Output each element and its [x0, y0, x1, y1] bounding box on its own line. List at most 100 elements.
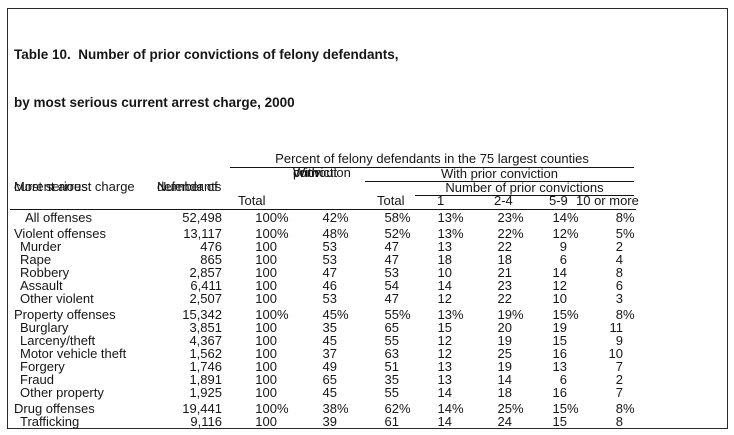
- table-title-line2: by most serious current arrest charge, 2…: [14, 95, 295, 110]
- table-frame: Table 10. Number of prior convictions of…: [7, 8, 728, 429]
- header-total-2: Total: [377, 193, 405, 208]
- cell: 55%: [384, 307, 411, 322]
- cell: 14: [497, 372, 512, 387]
- cell: 53: [322, 291, 337, 306]
- cell: 8: [575, 428, 636, 429]
- cell: 476: [200, 239, 222, 254]
- cell: 42%: [322, 210, 349, 225]
- cell: 19: [497, 359, 512, 374]
- row-label: Larceny/theft: [20, 333, 96, 348]
- cell: 39: [322, 414, 337, 429]
- table-row: Fraud 1,891 100 65 35 13 14 6 2: [10, 373, 636, 386]
- cell: 100: [255, 239, 277, 254]
- cell: 62%: [384, 401, 411, 416]
- table-row: Other drug10,32510036641327158: [10, 428, 636, 429]
- cell: 100: [255, 346, 277, 361]
- cell: 6: [559, 372, 567, 387]
- cell: 13: [407, 428, 460, 429]
- cell: 65: [384, 320, 399, 335]
- cell: 9: [559, 239, 567, 254]
- cell: 1,562: [189, 346, 222, 361]
- cell: 19,441: [182, 401, 222, 416]
- table-title-line1: Table 10. Number of prior convictions of…: [14, 47, 399, 62]
- row-label: Drug offenses: [14, 401, 95, 416]
- row-label: Other drug: [10, 428, 160, 429]
- cell: 16: [552, 385, 567, 400]
- table-row: Property offenses 15,342 100% 45% 55% 13% 19% 1…: [10, 308, 636, 321]
- table-row: Drug offenses 19,441 100% 38% 62% 14% 25% 15% 8%: [10, 402, 636, 415]
- statistics-table: Percent of felony defendants in the 75 l…: [10, 151, 639, 429]
- cell: 5%: [615, 226, 635, 241]
- header-defendants-line2: defendants: [157, 179, 222, 194]
- row-label: Assault: [20, 278, 63, 293]
- cell: 51: [384, 359, 399, 374]
- table-row: Violent offenses 13,117 100% 48% 52% 13% 22% 12…: [10, 227, 636, 240]
- table-body: All offenses 52,498 100% 42% 58% 13% 23% 14% 8% V…: [10, 210, 636, 429]
- cell: 35: [322, 320, 337, 335]
- cell: 25: [497, 346, 512, 361]
- table-row: All offenses 52,498 100% 42% 58% 13% 23% 14% 8%: [10, 211, 636, 224]
- table-row: Larceny/theft 4,367 100 45 55 12 19 15 9: [10, 334, 636, 347]
- cell: 55: [384, 385, 399, 400]
- header-two-four: 2-4: [494, 193, 513, 208]
- row-label: Other violent: [20, 291, 94, 306]
- cell: 13%: [437, 307, 464, 322]
- row-label: Violent offenses: [14, 226, 107, 241]
- cell: 58%: [384, 210, 411, 225]
- cell: 6: [615, 278, 623, 293]
- cell: 47: [322, 265, 337, 280]
- cell: 13%: [437, 226, 464, 241]
- cell: 3,851: [189, 320, 222, 335]
- cell: 13%: [437, 210, 464, 225]
- row-label: Property offenses: [14, 307, 116, 322]
- cell: 19: [497, 333, 512, 348]
- cell: 14: [552, 265, 567, 280]
- cell: 6,411: [190, 278, 222, 293]
- table-row: Rape 865 100 53 47 18 18 6 4: [10, 253, 636, 266]
- row-label: Forgery: [20, 359, 65, 374]
- cell: 52,498: [182, 210, 222, 225]
- cell: 14: [437, 385, 452, 400]
- row-label: Burglary: [20, 320, 69, 335]
- cell: 7: [615, 385, 623, 400]
- table-row: Trafficking 9,116 100 39 61 14 24 15 8: [10, 415, 636, 428]
- header-percent-span: Percent of felony defendants in the 75 l…: [230, 152, 634, 168]
- cell: 100: [255, 291, 277, 306]
- cell: 100: [225, 428, 282, 429]
- cell: 46: [322, 278, 337, 293]
- cell: 6: [559, 252, 567, 267]
- cell: 13: [437, 239, 452, 254]
- header-five-nine: 5-9: [549, 193, 568, 208]
- cell: 15,342: [182, 307, 222, 322]
- header-one: 1: [437, 193, 445, 208]
- table-row: Forgery 1,746 100 49 51 13 19 13 7: [10, 360, 636, 373]
- cell: 8: [615, 414, 623, 429]
- cell: 10: [437, 265, 452, 280]
- table-row: Robbery 2,857 100 47 53 10 21 14 8: [10, 266, 636, 279]
- cell: 23: [497, 278, 512, 293]
- cell: 15: [552, 333, 567, 348]
- row-label: Rape: [20, 252, 52, 267]
- header-without-line1: Without: [293, 165, 338, 180]
- cell: 55: [384, 333, 399, 348]
- cell: 47: [384, 239, 399, 254]
- cell: 27: [460, 428, 520, 429]
- row-label: Fraud: [20, 372, 54, 387]
- row-label: Other property: [20, 385, 104, 400]
- cell: 3: [615, 291, 623, 306]
- cell: 23%: [497, 210, 524, 225]
- cell: 1,891: [189, 372, 222, 387]
- table-row: Burglary 3,851 100 35 65 15 20 19 11: [10, 321, 636, 334]
- cell: 865: [200, 252, 222, 267]
- cell: 12: [437, 291, 452, 306]
- cell: 24: [497, 414, 512, 429]
- cell: 100: [255, 385, 277, 400]
- cell: 14: [437, 278, 452, 293]
- cell: 25%: [497, 401, 524, 416]
- cell: 16: [552, 346, 567, 361]
- cell: 22: [497, 291, 512, 306]
- cell: 21: [497, 265, 512, 280]
- cell: 8: [615, 265, 623, 280]
- cell: 63: [384, 346, 399, 361]
- cell: 2,507: [189, 291, 222, 306]
